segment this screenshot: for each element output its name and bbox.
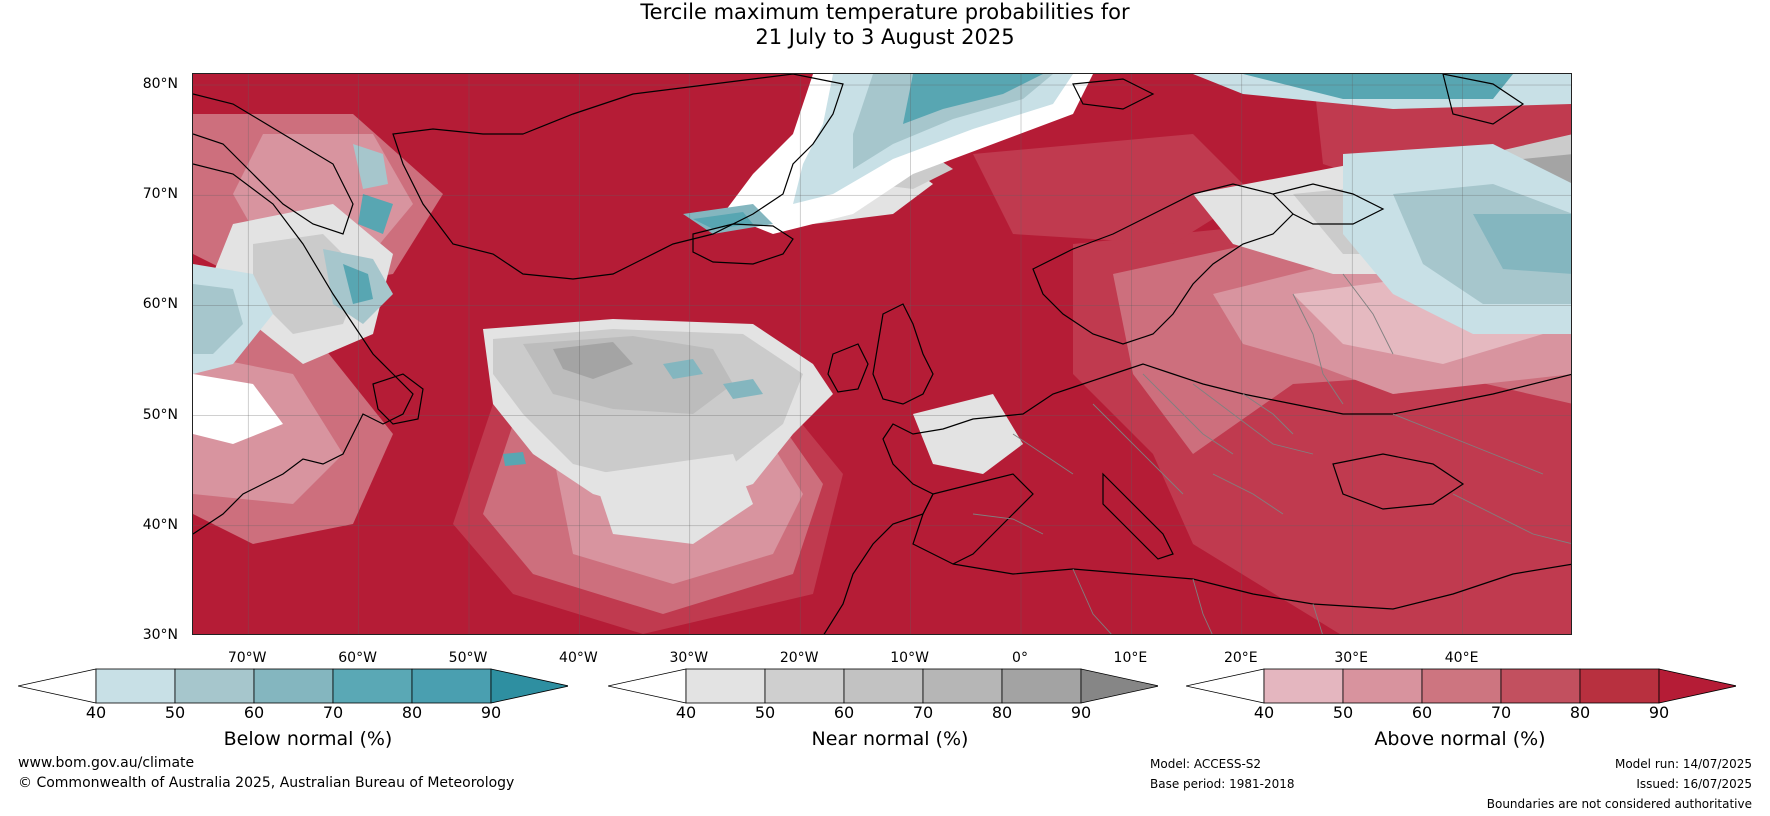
lon-label: 10°W <box>890 650 929 666</box>
legend-high-extend <box>1658 668 1738 704</box>
legend-low-extend <box>17 668 97 704</box>
map-title: Tercile maximum temperature probabilitie… <box>0 0 1770 50</box>
legend-segment <box>174 668 255 704</box>
legend-low-extend <box>1185 668 1265 704</box>
kola-coast <box>1272 183 1385 225</box>
legend-segment <box>332 668 413 704</box>
baffin-coast <box>193 93 354 235</box>
legend-segment <box>1421 668 1502 704</box>
legend-high-extend <box>490 668 570 704</box>
black-sea-coast <box>1332 453 1465 510</box>
legend-tick: 50 <box>164 703 186 722</box>
legend-tick: 90 <box>1070 703 1092 722</box>
lat-label: 30°N <box>142 627 178 643</box>
legend-tick: 60 <box>1411 703 1433 722</box>
lat-label: 70°N <box>142 186 178 203</box>
legend-tick: 70 <box>322 703 344 722</box>
footer-copyright: © Commonwealth of Australia 2025, Austra… <box>18 775 515 791</box>
legend-segment <box>764 668 845 704</box>
legend-segment <box>1579 668 1660 704</box>
legend-tick: 70 <box>912 703 934 722</box>
svalbard-coast <box>1072 78 1155 110</box>
legend-near-normal: 40 50 60 70 80 90 Near normal (%) <box>607 668 1160 750</box>
title-line-2: 21 July to 3 August 2025 <box>755 25 1015 49</box>
country-borders <box>972 273 1571 634</box>
lat-label: 50°N <box>142 406 178 423</box>
legend-segment <box>1263 668 1344 704</box>
legend-tick: 80 <box>401 703 423 722</box>
legend-segment <box>922 668 1003 704</box>
greenland-coast <box>392 74 844 280</box>
legend-bar-below <box>17 668 570 704</box>
lat-label: 40°N <box>142 516 178 533</box>
legend-tick: 50 <box>754 703 776 722</box>
scandinavia-coast <box>1032 183 1294 345</box>
coastlines <box>193 74 1571 634</box>
great-britain-coast <box>872 303 934 405</box>
map-svg <box>193 74 1571 634</box>
novaya-zemlya-coast <box>1442 74 1525 125</box>
europe-coast <box>823 363 1571 634</box>
legend-bar-near <box>607 668 1160 704</box>
lat-label: 60°N <box>142 296 178 313</box>
legend-segment <box>411 668 492 704</box>
legend-tick: 80 <box>991 703 1013 722</box>
legend-bar-above <box>1185 668 1738 704</box>
legend-segment <box>1500 668 1581 704</box>
iberia-coast <box>912 473 1034 565</box>
legend-tick: 60 <box>833 703 855 722</box>
title-line-1: Tercile maximum temperature probabilitie… <box>640 0 1130 24</box>
legend-segment <box>685 668 766 704</box>
ireland-coast <box>827 343 869 393</box>
graticule <box>193 74 1571 634</box>
below-normal-areas <box>193 74 1571 466</box>
footer-model-run: Model run: 14/07/2025 <box>1614 757 1752 771</box>
lon-label: 60°W <box>338 650 377 666</box>
footer-base-period: Base period: 1981-2018 <box>1150 777 1295 791</box>
legend-tick: 90 <box>1648 703 1670 722</box>
map-area <box>192 73 1572 635</box>
legend-segment <box>1342 668 1423 704</box>
legend-segment <box>253 668 334 704</box>
lon-label: 30°W <box>669 650 709 666</box>
iceland-coast <box>692 223 794 265</box>
lon-label: 10°E <box>1113 650 1148 666</box>
legend-tick: 40 <box>85 703 107 722</box>
footer-disclaimer: Boundaries are not considered authoritat… <box>1486 797 1752 811</box>
legend-segment <box>1001 668 1082 704</box>
footer-website: www.bom.gov.au/climate <box>18 755 195 771</box>
legend-high-extend <box>1080 668 1160 704</box>
lon-label: 0° <box>1012 650 1028 666</box>
legend-tick: 70 <box>1490 703 1512 722</box>
canada-coast <box>193 163 414 535</box>
lon-label: 40°E <box>1444 650 1479 666</box>
lon-label: 50°W <box>448 650 488 666</box>
legend-tick: 50 <box>1332 703 1354 722</box>
legend-low-extend <box>607 668 687 704</box>
legend-tick: 60 <box>243 703 265 722</box>
lon-label: 70°W <box>227 650 267 666</box>
legend-segment <box>843 668 924 704</box>
legend-title-near: Near normal (%) <box>811 728 969 750</box>
footer-model: Model: ACCESS-S2 <box>1150 757 1262 771</box>
legend-tick: 80 <box>1569 703 1591 722</box>
north-africa-coast <box>952 563 1571 610</box>
legend-tick: 40 <box>675 703 697 722</box>
legend-segment <box>95 668 176 704</box>
legend-tick: 90 <box>480 703 502 722</box>
lat-label: 80°N <box>142 76 178 93</box>
footer-issued: Issued: 16/07/2025 <box>1636 777 1752 791</box>
legend-tick: 40 <box>1253 703 1275 722</box>
italy-coast <box>1102 472 1174 560</box>
legend-below-normal: 40 50 60 70 80 90 Below normal (%) <box>17 668 570 750</box>
lon-label: 30°E <box>1334 650 1369 666</box>
lon-label: 40°W <box>559 650 598 666</box>
legend-title-below: Below normal (%) <box>223 728 393 750</box>
legend-above-normal: 40 50 60 70 80 90 Above normal (%) <box>1185 668 1738 750</box>
lon-label: 20°E <box>1223 650 1258 666</box>
newfoundland-coast <box>372 373 424 425</box>
legend-title-above: Above normal (%) <box>1374 728 1546 750</box>
lon-label: 20°W <box>779 650 819 666</box>
